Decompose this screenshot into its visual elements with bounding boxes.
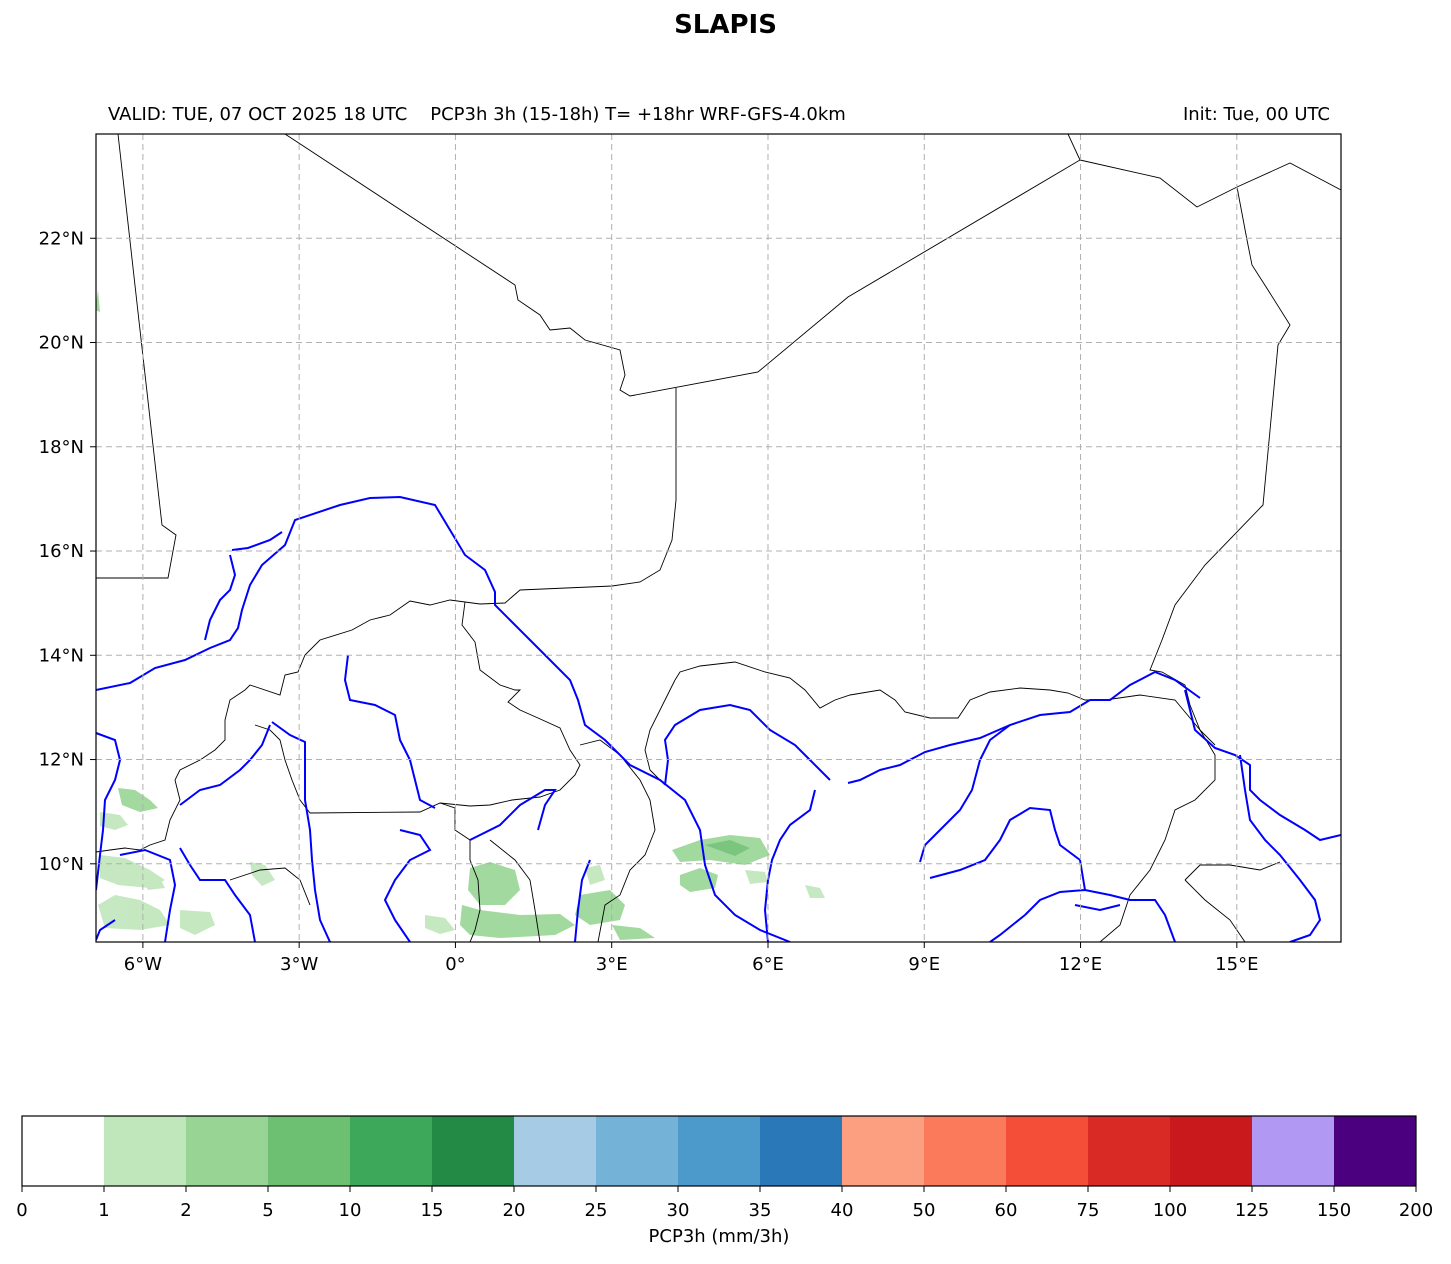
colorbar-tick-label: 1 bbox=[98, 1200, 109, 1221]
rivers bbox=[96, 495, 1341, 942]
colorbar-tick-label: 2 bbox=[180, 1200, 191, 1221]
colorbar-bin bbox=[760, 1116, 843, 1186]
colorbar-frame bbox=[21, 1115, 1417, 1187]
colorbar-bin bbox=[350, 1116, 433, 1186]
lat-tick-label: 20°N bbox=[39, 333, 84, 354]
latitude-axis: 10°N 12°N 14°N 16°N 18°N 20°N 22°N bbox=[39, 228, 96, 875]
figure-title: SLAPIS bbox=[674, 10, 777, 40]
colorbar-tick-label: 40 bbox=[831, 1200, 854, 1221]
colorbar-tick-label: 200 bbox=[1399, 1200, 1433, 1221]
longitude-axis: 6°W 3°W 0° 3°E 6°E 9°E 12°E 15°E bbox=[124, 942, 1258, 975]
valid-time-text: VALID: TUE, 07 OCT 2025 18 UTC PCP3h 3h … bbox=[108, 104, 846, 125]
colorbar-tick-label: 60 bbox=[995, 1200, 1018, 1221]
colorbar-bin bbox=[186, 1116, 269, 1186]
lon-tick-label: 3°E bbox=[596, 954, 628, 975]
lat-tick-label: 22°N bbox=[39, 228, 84, 249]
colorbar-tick-label: 35 bbox=[749, 1200, 772, 1221]
colorbar bbox=[22, 1116, 1417, 1186]
country-borders bbox=[96, 134, 1341, 942]
colorbar-tick-label: 50 bbox=[913, 1200, 936, 1221]
colorbar-bin bbox=[1252, 1116, 1335, 1186]
colorbar-bin bbox=[514, 1116, 597, 1186]
init-time-text: Init: Tue, 00 UTC bbox=[1182, 104, 1330, 125]
colorbar-tick-label: 150 bbox=[1317, 1200, 1351, 1221]
lat-tick-label: 12°N bbox=[39, 750, 84, 771]
lon-tick-label: 6°W bbox=[124, 954, 162, 975]
colorbar-bin bbox=[924, 1116, 1007, 1186]
colorbar-tick-label: 125 bbox=[1235, 1200, 1269, 1221]
precip-patch bbox=[96, 290, 825, 940]
lat-tick-label: 16°N bbox=[39, 541, 84, 562]
colorbar-bin bbox=[22, 1116, 105, 1186]
lon-tick-label: 3°W bbox=[280, 954, 318, 975]
lon-tick-label: 6°E bbox=[752, 954, 784, 975]
colorbar-bin bbox=[1006, 1116, 1089, 1186]
precipitation-layer bbox=[96, 290, 825, 940]
lon-tick-label: 12°E bbox=[1059, 954, 1102, 975]
colorbar-ticks: 0 1 2 5 10 15 20 25 30 35 40 50 60 75 100 125 150 200 bbox=[16, 1186, 1433, 1221]
map-frame bbox=[95, 133, 1342, 943]
map-grid bbox=[96, 134, 1341, 942]
colorbar-tick-label: 5 bbox=[262, 1200, 273, 1221]
lon-tick-label: 9°E bbox=[908, 954, 940, 975]
lon-tick-label: 0° bbox=[445, 954, 465, 975]
colorbar-tick-label: 75 bbox=[1077, 1200, 1100, 1221]
colorbar-bin bbox=[432, 1116, 515, 1186]
colorbar-tick-label: 15 bbox=[421, 1200, 444, 1221]
colorbar-tick-label: 0 bbox=[16, 1200, 27, 1221]
colorbar-bin bbox=[1088, 1116, 1171, 1186]
colorbar-bin bbox=[842, 1116, 925, 1186]
lat-tick-label: 18°N bbox=[39, 437, 84, 458]
colorbar-bin bbox=[678, 1116, 761, 1186]
colorbar-tick-label: 10 bbox=[339, 1200, 362, 1221]
lat-tick-label: 10°N bbox=[39, 854, 84, 875]
colorbar-tick-label: 25 bbox=[585, 1200, 608, 1221]
lat-tick-label: 14°N bbox=[39, 645, 84, 666]
lon-tick-label: 15°E bbox=[1215, 954, 1258, 975]
colorbar-bin bbox=[104, 1116, 187, 1186]
colorbar-bin bbox=[268, 1116, 351, 1186]
colorbar-tick-label: 100 bbox=[1153, 1200, 1187, 1221]
colorbar-bin bbox=[596, 1116, 679, 1186]
colorbar-label: PCP3h (mm/3h) bbox=[648, 1226, 790, 1247]
colorbar-tick-label: 30 bbox=[667, 1200, 690, 1221]
colorbar-tick-label: 20 bbox=[503, 1200, 526, 1221]
colorbar-bin bbox=[1334, 1116, 1417, 1186]
colorbar-bin bbox=[1170, 1116, 1253, 1186]
